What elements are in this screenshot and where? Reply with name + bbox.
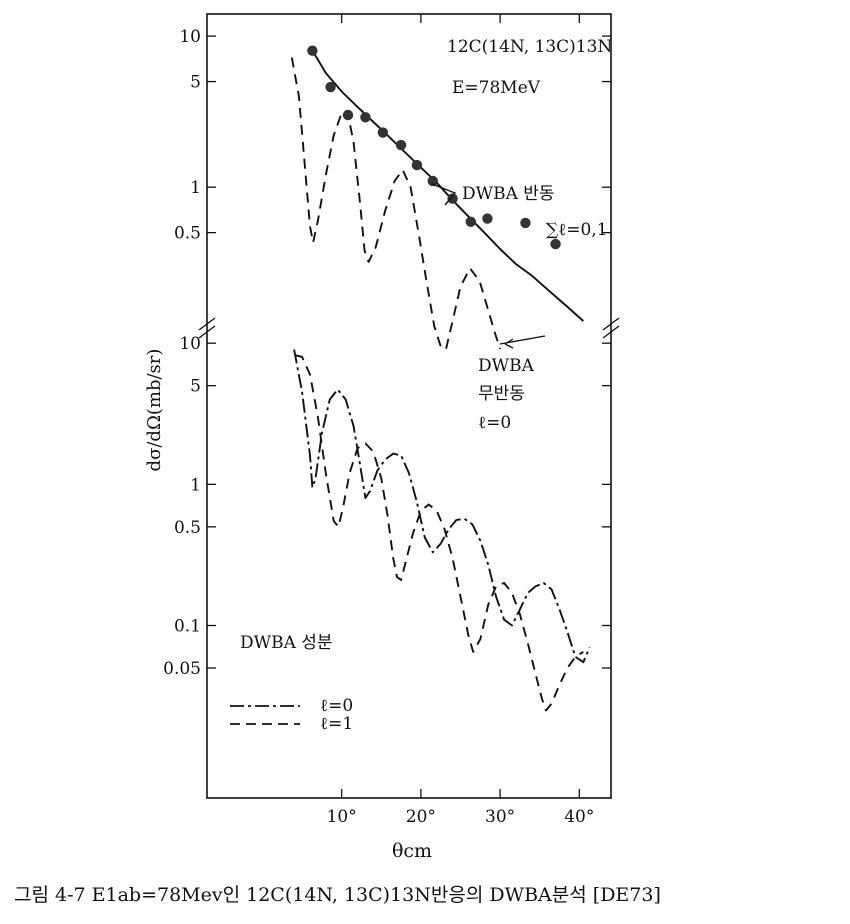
x-axis-title: θcm: [392, 840, 432, 862]
lower-series-line-dashdot: [293, 349, 591, 664]
plot-frame: [206, 13, 612, 799]
x-tick-label: 10°: [327, 807, 357, 827]
energy-label: E=78MeV: [452, 78, 541, 98]
data-point: [395, 139, 407, 151]
lower-series-line-dashed: [295, 354, 584, 712]
data-point: [447, 193, 458, 204]
y-axis-title: dσ/dΩ(mb/sr): [144, 349, 165, 472]
data-point: [550, 238, 561, 250]
data-point: [465, 216, 476, 227]
legend-label-l0: ℓ=0: [320, 696, 353, 716]
data-point: [342, 109, 354, 121]
y-tick-label: 0.05: [163, 659, 201, 679]
axis-break-left: [198, 317, 216, 339]
data-point: [427, 175, 438, 187]
y-tick-label: 10: [179, 334, 201, 354]
legend-title: DWBA 성분: [240, 633, 333, 653]
x-axis: 10° 20° 30° 40°: [327, 14, 594, 827]
axis-break-right: [602, 317, 620, 339]
y-tick-label: 1: [190, 475, 201, 495]
figure-caption: 그림 4-7 E1ab=78Mev인 12C(14N, 13C)13N반응의 D…: [14, 884, 661, 906]
data-point: [307, 45, 318, 56]
lower-y-axis: 0.05 0.1 0.5 1 5 10: [163, 334, 611, 679]
x-tick-label: 40°: [564, 807, 594, 827]
lower-panel-series: [293, 349, 591, 712]
x-tick-label: 20°: [406, 807, 436, 827]
upper-panel-series: [290, 48, 584, 350]
upper-panel-data-points: [307, 45, 561, 250]
upper-y-axis: 0.5 1 5 10: [174, 27, 611, 244]
data-point: [520, 217, 531, 229]
data-point: [377, 127, 389, 138]
data-point: [325, 81, 336, 93]
legend-label-l1: ℓ=1: [320, 714, 353, 734]
y-tick-label: 5: [190, 377, 201, 397]
y-tick-label: 1: [190, 178, 201, 198]
arrow-head-icon: [504, 338, 514, 349]
y-tick-label: 0.1: [174, 617, 201, 637]
y-tick-label: 0.5: [174, 224, 201, 244]
y-tick-label: 10: [179, 27, 201, 47]
recoil-label-pointer: [431, 183, 457, 206]
reaction-title: 12C(14N, 13C)13N: [447, 37, 612, 57]
upper-series-line-solid: [310, 48, 584, 322]
recoil-series-label: DWBA 반동: [462, 184, 555, 204]
y-tick-label: 5: [190, 73, 201, 93]
data-point: [360, 112, 371, 123]
norecoil-series-label: DWBA: [478, 356, 535, 376]
y-tick-label: 0.5: [174, 518, 201, 538]
upper-series-line-dashed: [290, 57, 502, 350]
data-point: [482, 213, 493, 224]
norecoil-series-ell-label: ℓ=0: [478, 413, 511, 433]
recoil-series-sum-label: ∑ℓ=0,1: [546, 220, 608, 240]
norecoil-series-sublabel: 무반동: [478, 384, 525, 404]
x-tick-label: 30°: [485, 807, 515, 827]
data-point: [411, 159, 423, 171]
